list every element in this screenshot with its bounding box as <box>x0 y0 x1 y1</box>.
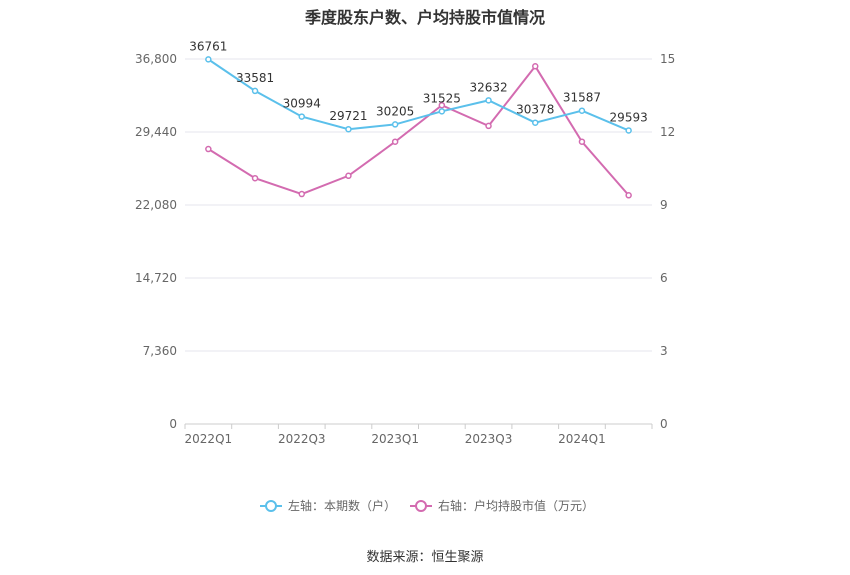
left-tick-label: 0 <box>169 417 177 431</box>
data-point-left <box>438 108 446 115</box>
data-label: 30378 <box>516 103 554 117</box>
data-source: 数据来源：恒生聚源 <box>366 550 484 565</box>
left-tick-label: 29,440 <box>135 125 177 139</box>
data-labels: 36761 33581 30994 29721 30205 31525 32632 30378… <box>189 39 647 124</box>
data-point-right <box>625 192 632 199</box>
data-label: 31587 <box>563 91 601 105</box>
legend: 左轴：本期数（户） 右轴：户均持股市值（万元） <box>260 498 594 513</box>
data-point-right <box>391 138 399 145</box>
series-line-left <box>207 58 630 132</box>
right-axis-ticks: 0 3 6 9 12 15 <box>660 52 675 431</box>
x-axis-ticks: 2022Q1 2022Q3 2023Q1 2023Q3 2024Q1 <box>184 424 653 446</box>
right-tick-label: 15 <box>660 52 675 66</box>
data-point-left <box>345 125 352 133</box>
data-point-right <box>578 138 586 145</box>
x-tick-label: 2022Q1 <box>185 432 233 446</box>
data-label: 31525 <box>423 91 461 105</box>
data-label: 33581 <box>236 71 274 85</box>
data-point-left <box>298 113 305 120</box>
data-label: 36761 <box>189 39 227 53</box>
data-point-left <box>391 121 399 128</box>
data-point-right <box>485 122 492 130</box>
left-tick-label: 36,800 <box>135 52 177 66</box>
legend-marker <box>265 500 277 512</box>
right-tick-label: 12 <box>660 125 675 139</box>
data-point-left <box>532 119 539 126</box>
right-tick-label: 0 <box>660 417 668 431</box>
left-tick-label: 14,720 <box>135 271 177 285</box>
data-label: 30205 <box>376 104 414 118</box>
x-tick-label: 2023Q1 <box>371 432 419 446</box>
data-point-right <box>298 190 305 198</box>
data-point-left <box>578 107 586 114</box>
x-tick-label: 2024Q1 <box>558 432 606 446</box>
left-axis-ticks: 0 7,360 14,720 22,080 29,440 36,800 <box>135 52 177 431</box>
data-point-right <box>205 145 212 153</box>
data-point-right <box>251 174 259 182</box>
data-point-right <box>438 101 446 109</box>
data-label: 29593 <box>610 110 648 124</box>
data-point-left <box>251 87 259 95</box>
left-tick-label: 22,080 <box>135 198 177 212</box>
data-point-right <box>532 63 539 70</box>
data-point-left <box>625 127 632 134</box>
data-point-left <box>485 97 492 104</box>
right-tick-label: 6 <box>660 271 668 285</box>
series-line-right <box>207 64 630 196</box>
legend-label[interactable]: 左轴：本期数（户） <box>288 498 396 513</box>
data-label: 30994 <box>283 97 321 111</box>
data-point-left <box>205 56 212 63</box>
legend-marker <box>415 500 427 512</box>
right-tick-label: 9 <box>660 198 668 212</box>
series-layer <box>205 56 632 199</box>
data-label: 32632 <box>469 80 507 94</box>
data-point-right <box>345 172 352 180</box>
left-tick-label: 7,360 <box>143 344 177 358</box>
x-tick-label: 2022Q3 <box>278 432 326 446</box>
x-tick-label: 2023Q3 <box>465 432 513 446</box>
legend-label[interactable]: 右轴：户均持股市值（万元） <box>438 498 594 513</box>
data-label: 29721 <box>329 109 367 123</box>
chart-title: 季度股东户数、户均持股市值情况 <box>304 8 545 27</box>
right-tick-label: 3 <box>660 344 668 358</box>
